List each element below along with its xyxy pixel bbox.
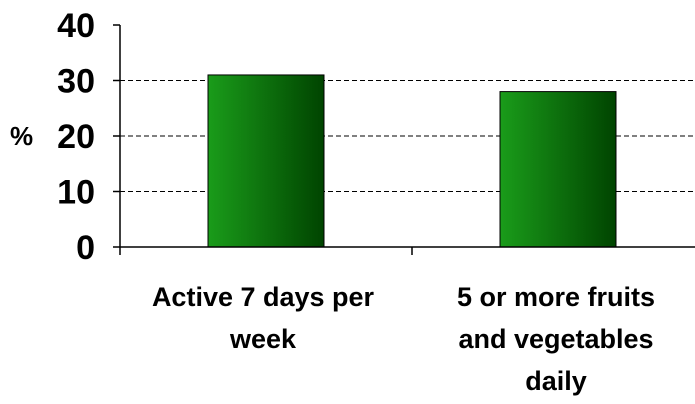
x-category-labels: Active 7 days per week 5 or more fruits and… bbox=[152, 282, 655, 396]
category-label: Active 7 days per bbox=[152, 282, 375, 312]
y-axis-label: % bbox=[10, 121, 33, 151]
bars bbox=[207, 74, 617, 248]
y-tick-label: 30 bbox=[57, 63, 95, 101]
y-tick-label: 20 bbox=[57, 118, 95, 156]
axes bbox=[113, 24, 695, 255]
y-tick-label: 0 bbox=[76, 229, 95, 267]
category-label: 5 or more fruits bbox=[457, 282, 655, 312]
category-label: and vegetables bbox=[458, 324, 653, 354]
category-label: daily bbox=[525, 366, 587, 396]
category-label: week bbox=[229, 324, 297, 354]
bar bbox=[207, 74, 325, 248]
y-tick-label: 10 bbox=[57, 174, 95, 212]
y-tick-labels: 0 10 20 30 40 bbox=[57, 7, 95, 267]
y-tick-label: 40 bbox=[57, 7, 95, 45]
bar bbox=[499, 91, 617, 248]
